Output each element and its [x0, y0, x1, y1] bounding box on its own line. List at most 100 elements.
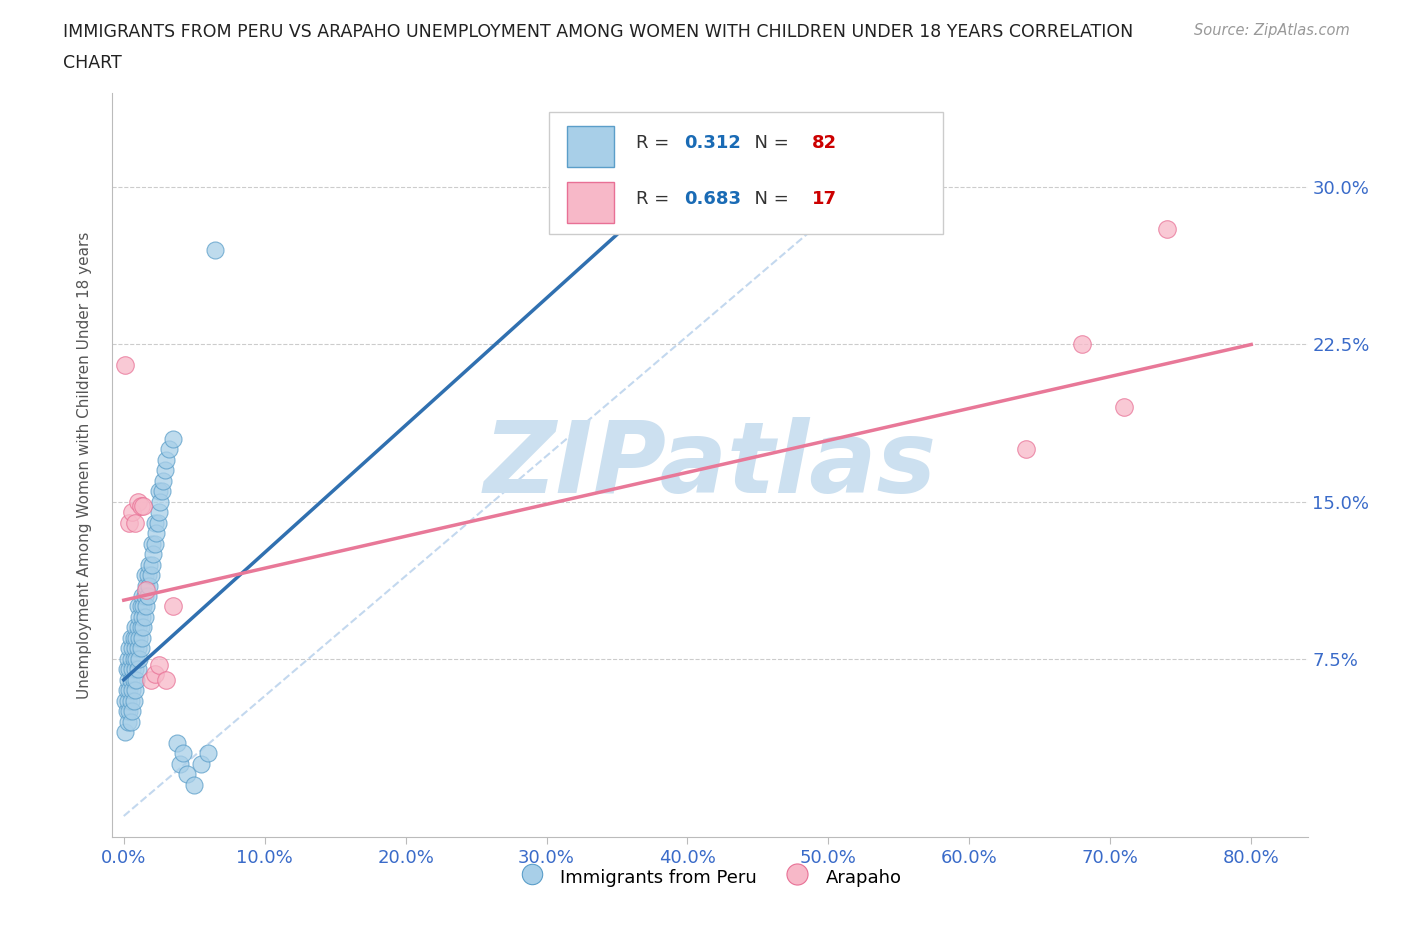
Point — [124, 662, 146, 677]
Point — [139, 672, 162, 687]
Text: CHART: CHART — [63, 54, 122, 72]
Point — [129, 620, 152, 635]
Point — [125, 672, 148, 687]
Text: N =: N = — [744, 134, 794, 152]
Point — [131, 589, 153, 604]
Point — [132, 620, 155, 635]
Point — [204, 243, 226, 258]
Point — [117, 694, 139, 709]
Point — [146, 515, 169, 530]
Text: N =: N = — [744, 191, 794, 208]
Point — [143, 666, 166, 681]
Point — [121, 683, 143, 698]
Point — [132, 599, 155, 614]
Point — [118, 515, 141, 530]
Point — [115, 704, 138, 719]
Point — [169, 756, 191, 771]
Point — [122, 694, 145, 709]
Text: Source: ZipAtlas.com: Source: ZipAtlas.com — [1194, 23, 1350, 38]
Point — [124, 641, 146, 656]
Point — [118, 641, 141, 656]
Point — [127, 662, 149, 677]
Point — [114, 724, 136, 739]
Point — [117, 651, 139, 666]
Point — [117, 714, 139, 729]
Point — [143, 515, 166, 530]
Point — [155, 672, 177, 687]
Point — [132, 498, 155, 513]
Point — [148, 505, 170, 520]
Text: 0.683: 0.683 — [683, 191, 741, 208]
Point — [114, 358, 136, 373]
Point — [124, 515, 146, 530]
Legend: Immigrants from Peru, Arapaho: Immigrants from Peru, Arapaho — [512, 858, 908, 895]
Point — [153, 463, 176, 478]
Point — [162, 432, 184, 446]
Point — [176, 766, 198, 781]
Point — [128, 651, 150, 666]
Point — [157, 442, 180, 457]
Point — [124, 620, 146, 635]
Point — [155, 452, 177, 467]
Point — [143, 537, 166, 551]
Text: 0.312: 0.312 — [683, 134, 741, 152]
Text: 82: 82 — [811, 134, 837, 152]
FancyBboxPatch shape — [567, 182, 614, 223]
Point — [118, 662, 141, 677]
Point — [129, 599, 152, 614]
Point — [148, 484, 170, 498]
Point — [172, 746, 194, 761]
Text: R =: R = — [636, 134, 675, 152]
Point — [121, 505, 143, 520]
Point — [138, 557, 160, 572]
Point — [120, 631, 142, 645]
Point — [135, 599, 157, 614]
Point — [121, 662, 143, 677]
Point — [125, 651, 148, 666]
Point — [1071, 337, 1094, 352]
Point — [148, 658, 170, 672]
Point — [121, 704, 143, 719]
Point — [149, 494, 172, 509]
Point — [124, 683, 146, 698]
FancyBboxPatch shape — [548, 112, 943, 234]
Point — [135, 578, 157, 593]
Text: IMMIGRANTS FROM PERU VS ARAPAHO UNEMPLOYMENT AMONG WOMEN WITH CHILDREN UNDER 18 : IMMIGRANTS FROM PERU VS ARAPAHO UNEMPLOY… — [63, 23, 1133, 41]
Text: ZIPatlas: ZIPatlas — [484, 417, 936, 513]
Point — [162, 599, 184, 614]
Point — [120, 694, 142, 709]
Point — [139, 567, 162, 582]
Point — [127, 494, 149, 509]
Point — [1015, 442, 1038, 457]
Point — [141, 537, 163, 551]
Point — [117, 672, 139, 687]
Point — [118, 704, 141, 719]
Point — [114, 694, 136, 709]
Point — [134, 567, 156, 582]
Point — [152, 473, 174, 488]
Point — [120, 672, 142, 687]
Point — [131, 609, 153, 624]
Point — [135, 582, 157, 597]
Point — [197, 746, 219, 761]
Text: 17: 17 — [811, 191, 837, 208]
Point — [127, 641, 149, 656]
Point — [115, 662, 138, 677]
Point — [166, 736, 188, 751]
Point — [1114, 400, 1136, 415]
Point — [136, 567, 159, 582]
Point — [121, 641, 143, 656]
Point — [129, 498, 152, 513]
Text: R =: R = — [636, 191, 675, 208]
Point — [150, 484, 173, 498]
Point — [120, 714, 142, 729]
Point — [120, 651, 142, 666]
FancyBboxPatch shape — [567, 126, 614, 167]
Point — [134, 609, 156, 624]
Point — [128, 631, 150, 645]
Point — [122, 672, 145, 687]
Point — [127, 620, 149, 635]
Point — [122, 631, 145, 645]
Point — [115, 683, 138, 698]
Point — [142, 547, 165, 562]
